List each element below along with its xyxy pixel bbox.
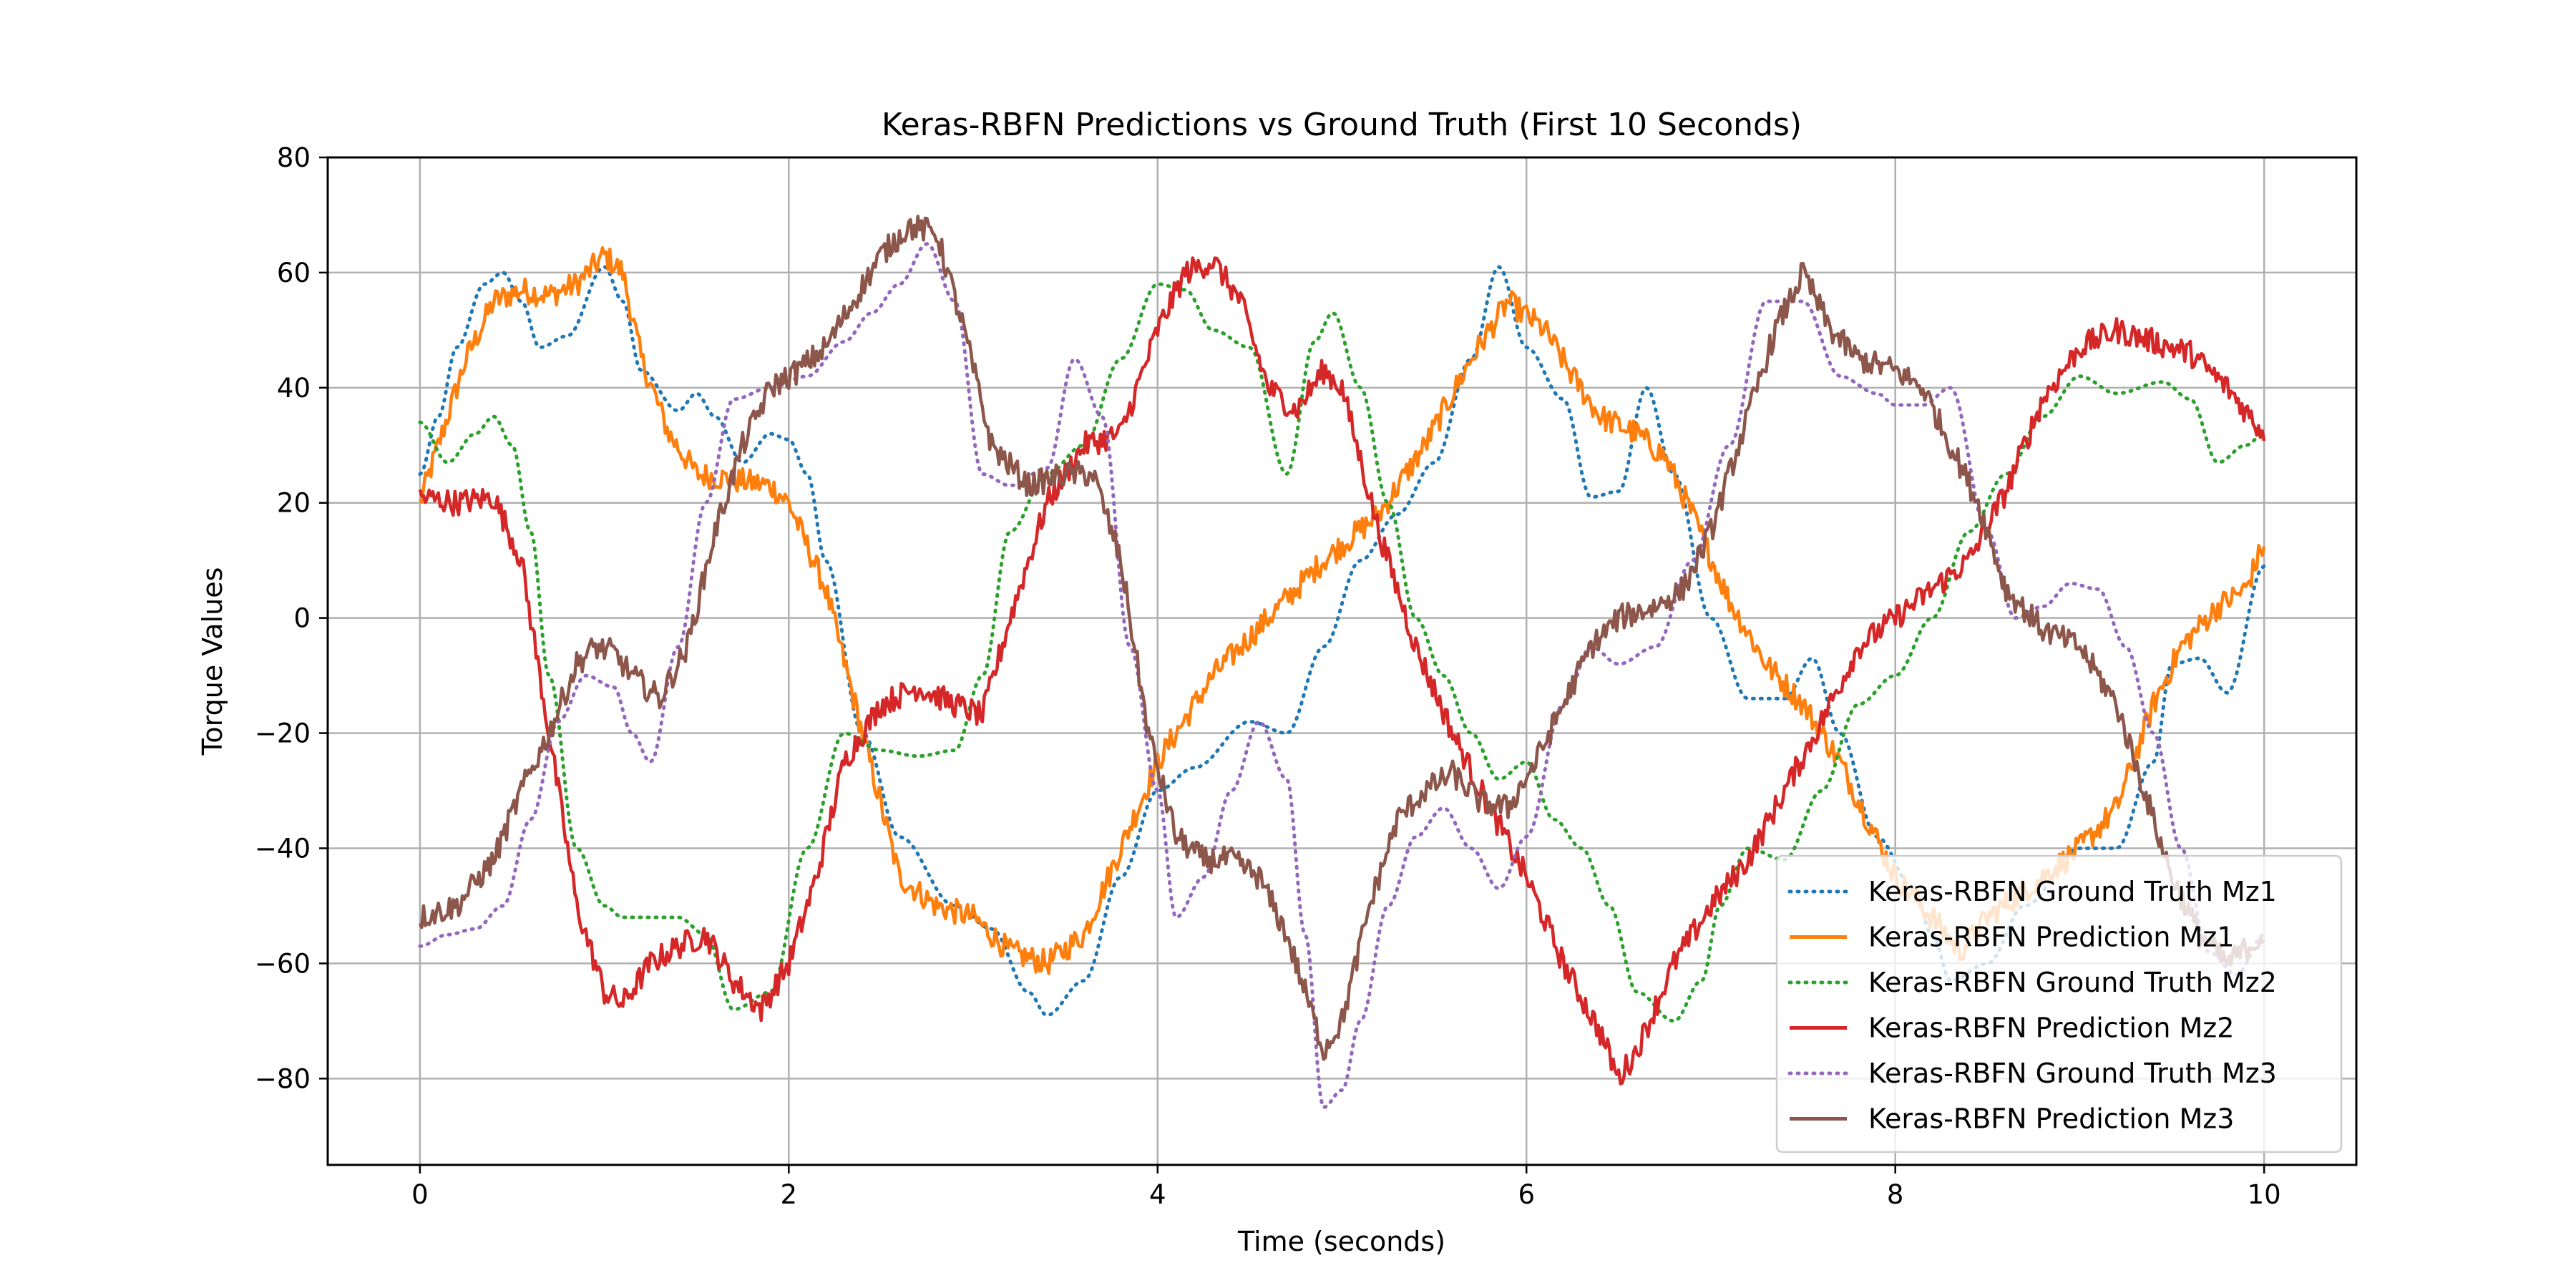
y-tick-label: 0: [293, 603, 311, 634]
x-axis-label: Time (seconds): [1237, 1226, 1445, 1257]
y-tick-label: −60: [255, 948, 311, 979]
y-tick-label: −80: [255, 1063, 311, 1094]
y-axis-ticks: −80 −60 −40 −20 0 20 40 60 80: [255, 142, 328, 1094]
plot-frame: [326, 156, 2358, 1166]
y-tick-label: 40: [277, 373, 311, 404]
y-axis-label: Torque Values: [197, 567, 228, 756]
x-tick-label: 0: [411, 1179, 429, 1210]
legend-label: Keras-RBFN Ground Truth Mz3: [1868, 1058, 2277, 1089]
series-line-6: [418, 215, 2265, 1061]
x-axis-ticks: 0 2 4 6 8 10: [411, 1165, 2281, 1210]
chart-title: Keras-RBFN Predictions vs Ground Truth (…: [882, 107, 1802, 143]
y-tick-label: −40: [255, 833, 311, 864]
series-line-5: [418, 242, 2266, 1109]
y-tick-label: 60: [277, 258, 311, 288]
legend-box: [1775, 854, 2343, 1153]
legend-label: Keras-RBFN Prediction Mz1: [1868, 922, 2234, 953]
x-tick-label: 8: [1887, 1179, 1904, 1210]
x-tick-label: 6: [1518, 1179, 1535, 1210]
x-tick-label: 4: [1149, 1179, 1166, 1210]
y-tick-label: 80: [277, 142, 311, 173]
legend-label: Keras-RBFN Ground Truth Mz1: [1868, 876, 2277, 907]
series-line-4: [418, 256, 2266, 1085]
legend-label: Keras-RBFN Ground Truth Mz2: [1868, 967, 2277, 998]
x-tick-label: 2: [781, 1179, 798, 1210]
y-tick-label: −20: [255, 718, 311, 749]
legend-label: Keras-RBFN Prediction Mz3: [1868, 1103, 2234, 1135]
legend: Keras-RBFN Ground Truth Mz1 Keras-RBFN Pr…: [1775, 854, 2343, 1153]
x-tick-label: 10: [2248, 1179, 2281, 1210]
y-tick-label: 20: [277, 488, 311, 519]
legend-label: Keras-RBFN Prediction Mz2: [1868, 1013, 2234, 1044]
series-line-3: [418, 282, 2266, 1023]
